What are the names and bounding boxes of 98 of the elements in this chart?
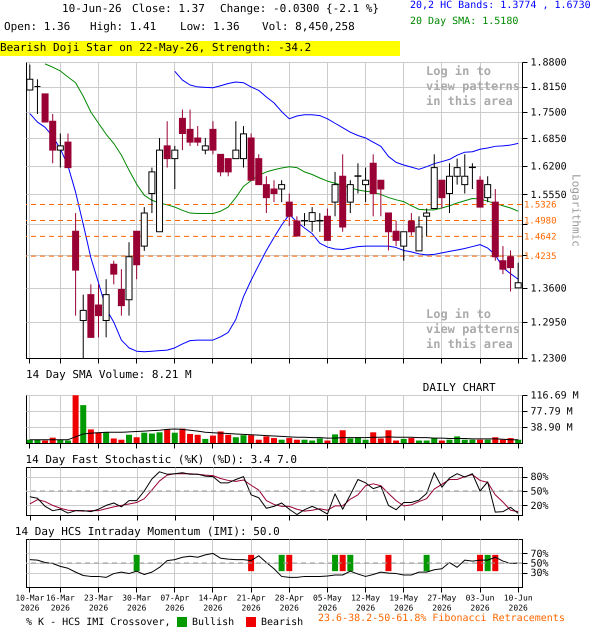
category-label: 10-Mar 2026 [15,594,44,612]
candlestick [415,216,422,252]
candlestick [423,208,430,237]
ref-line-label: 1.5326 [524,200,557,211]
candlestick [346,180,354,214]
category-label: 05-May 2026 [312,594,342,612]
bar [484,440,491,443]
y-tick-label: 38.90 M [530,422,573,434]
bar [400,438,407,443]
text: Change: -0.0300 {-2.1 %} [220,2,379,15]
text: High: 1.41 [90,20,156,33]
category-label: 28-Apr 2026 [274,594,304,612]
y-tick-label: 116.69 M [530,390,579,402]
y-tick-label: 1.3600 [530,283,567,294]
category-label: 27-May 2026 [427,594,456,612]
ref-line-label: 1.4980 [524,216,557,226]
bar [515,440,522,443]
category-label: 30-Mar 2026 [122,594,152,612]
y-tick-label: 1.2300 [530,354,567,364]
category-label: 14-Apr 2026 [198,594,228,612]
y-tick-label: 50% [530,558,549,570]
y-tick-label: 70% [530,548,549,560]
category-label: 10-Jun 2026 [504,594,533,612]
candlestick [354,162,362,194]
legend-label: Bearish [261,617,304,628]
candlestick [400,231,408,262]
line-series [29,428,519,440]
text: 23.6-38.2-50-61.8% Fibonacci Retracements [318,613,565,624]
candlestick [484,176,492,203]
y-tick-label: 77.79 M [530,406,573,418]
category-label: 16-Mar 2026 [46,594,75,612]
text: Low: 1.36 [180,20,240,33]
y-tick-label: 1.7500 [530,107,567,118]
bar [408,438,414,443]
line-series [44,63,519,214]
candlestick [332,171,339,217]
annotation: Log in to view patterns in this area [426,307,520,351]
candlestick [209,120,216,155]
chart-title: 14 Day Fast Stochastic (%K) (%D): 3.4 7.0 [26,453,298,466]
y-tick-label: 30% [530,568,549,580]
candlestick [171,145,178,190]
candlestick [118,268,125,316]
bar [72,395,79,443]
bar [202,438,208,443]
bar [80,405,86,443]
candlestick [438,180,446,209]
category-label: 12-May 2026 [351,594,380,612]
text: Bearish Doji Star on 22-May-26, Strength: -34.2 [0,41,400,56]
candlestick [278,180,286,203]
y-tick-label: 1.8800 [530,58,567,68]
bar [172,432,178,443]
text: DAILY CHART [422,381,496,394]
text: Close: 1.37 [132,2,205,15]
y-tick-label: 20% [530,500,549,512]
text: Open: 1.36 [4,20,70,33]
y-axis-title: Logarithmic [570,174,583,247]
category-label: 21-Apr 2026 [236,594,266,612]
ref-line-label: 1.4235 [524,252,557,262]
category-label: 19-May 2026 [389,594,418,612]
text: 10-Jun-26 [62,2,122,15]
candlestick [202,137,209,155]
legend-label: Bullish [192,617,234,628]
candlestick [408,212,415,236]
ref-line-label: 1.4642 [524,232,557,242]
category-label: 07-Apr 2026 [160,594,190,612]
text: Vol: 8,450,258 [262,20,355,33]
y-tick-label: 80% [530,472,549,484]
category-label: 23-Mar 2026 [84,594,113,612]
candlestick [164,120,171,168]
bar [103,432,110,443]
y-tick-label: 1.5550 [530,190,567,201]
legend-title: % K - HCS IMI Crossover, [26,617,170,628]
chart-title: 14 Day HCS Intraday Momentum (IMI): 50.0 [14,525,280,538]
chart-title: 14 Day SMA Volume: 8.21 M [26,368,192,381]
category-label: 03-Jun 2026 [466,594,494,612]
candlestick [362,167,370,203]
candlestick [293,216,300,237]
y-tick-label: 1.6850 [530,134,567,145]
y-tick-label: 1.2950 [530,318,567,329]
bar [134,437,140,443]
candlestick [110,260,118,285]
line-series [29,113,519,352]
y-tick-label: 1.8150 [530,82,567,94]
candlestick [286,193,293,227]
bar [316,438,323,443]
bar [340,430,346,443]
bar [164,429,170,443]
candlestick [468,162,476,190]
y-tick-label: 50% [530,486,549,498]
candlestick [56,132,64,168]
text: 20,2 HC Bands: 1.3774 , 1.6730 [410,0,591,11]
y-tick-label: 1.6200 [530,161,567,172]
line-series [29,552,519,578]
annotation: Log in to view patterns in this area [426,64,520,108]
bar [278,440,285,443]
bar [477,440,484,443]
bar [126,434,132,443]
text: 20 Day SMA: 1.5180 [410,16,518,27]
